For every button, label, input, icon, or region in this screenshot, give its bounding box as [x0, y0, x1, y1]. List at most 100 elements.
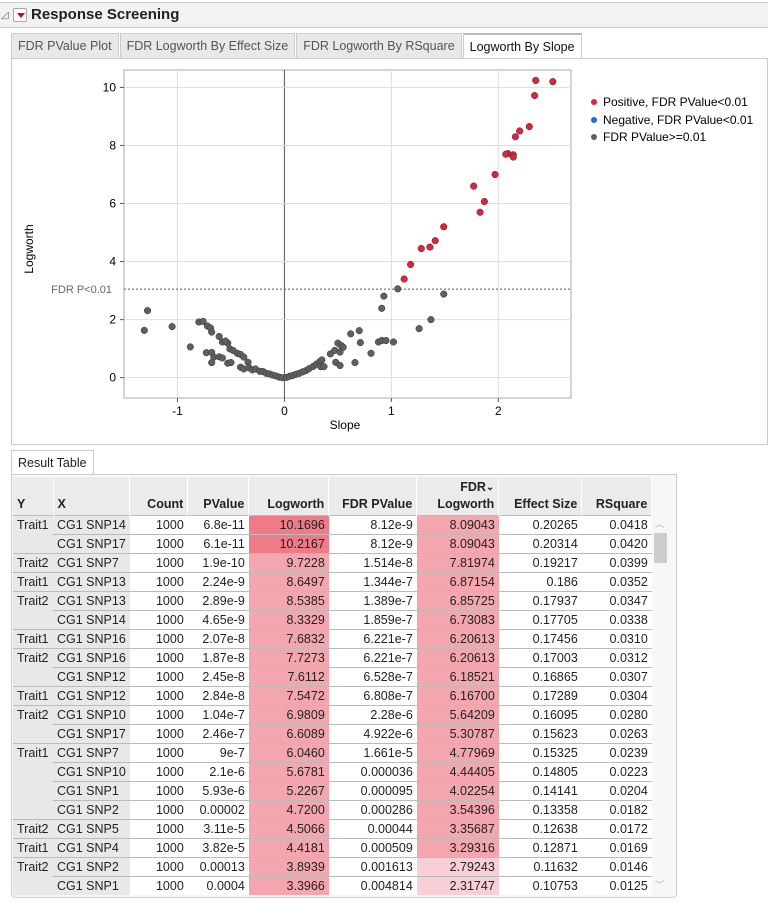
table-row[interactable]: CG1 SNP1 1000 0.0004 3.3966 0.004814 2.31747 0… [13, 875, 652, 895]
table-row[interactable]: Trait2 CG1 SNP2 1000 0.00013 3.8939 0.001613 2… [13, 856, 652, 876]
data-point[interactable] [208, 328, 216, 336]
table-row[interactable]: Trait1 CG1 SNP14 1000 6.8e-11 10.1696 8.12e-9… [13, 514, 652, 534]
table-row[interactable]: CG1 SNP14 1000 4.65e-9 8.3329 1.859e-7 6.7308… [13, 609, 652, 629]
tab-fdr-logworth-by-effect-size[interactable]: FDR Logworth By Effect Size [119, 33, 296, 59]
table-row[interactable]: Trait1 CG1 SNP4 1000 3.82e-5 4.4181 0.000509 3… [13, 837, 652, 857]
data-point[interactable] [215, 332, 223, 341]
data-point[interactable] [320, 363, 328, 371]
table-row[interactable]: Trait1 CG1 SNP7 1000 9e-7 6.0460 1.661e-5 4.77… [13, 742, 652, 762]
data-point[interactable] [347, 330, 355, 338]
data-point[interactable] [378, 304, 386, 312]
data-point[interactable] [208, 359, 216, 367]
data-point[interactable] [380, 292, 388, 300]
data-point[interactable] [355, 327, 363, 335]
data-point[interactable] [140, 326, 148, 334]
data-point[interactable] [394, 285, 402, 293]
data-point[interactable] [440, 223, 448, 231]
data-point[interactable] [491, 170, 499, 179]
tab-result-table[interactable]: Result Table [11, 450, 94, 475]
data-point[interactable] [336, 361, 344, 370]
table-row[interactable]: CG1 SNP12 1000 2.45e-8 7.6112 6.528e-7 6.1852… [13, 666, 652, 686]
tab-fdr-logworth-by-rsquare[interactable]: FDR Logworth By RSquare [296, 33, 462, 59]
table-row[interactable]: Trait2 CG1 SNP5 1000 3.11e-5 4.5066 0.00044 3.… [13, 818, 652, 838]
column-header-effect-size[interactable]: Effect Size [498, 477, 583, 515]
data-point[interactable] [168, 323, 176, 331]
data-point[interactable] [222, 337, 230, 345]
data-point[interactable] [502, 150, 510, 158]
data-point[interactable] [549, 78, 557, 86]
scroll-down-icon[interactable]: ﹀ [655, 881, 665, 891]
data-point[interactable] [227, 359, 235, 367]
header-line1: FDR [460, 479, 486, 494]
data-point[interactable] [440, 290, 448, 298]
data-point[interactable] [336, 348, 344, 356]
data-point[interactable] [318, 356, 326, 364]
data-point[interactable] [509, 153, 517, 161]
x-cell: CG1 SNP4 [53, 837, 130, 857]
table-row[interactable]: Trait1 CG1 SNP13 1000 2.24e-9 8.6497 1.344e-7… [13, 571, 652, 591]
data-point[interactable] [389, 338, 398, 346]
logworth-cell: 8.5385 [248, 590, 329, 610]
scroll-up-icon[interactable]: ︿ [655, 520, 665, 530]
data-point[interactable] [415, 325, 423, 333]
data-point[interactable] [339, 343, 347, 351]
data-point[interactable] [532, 76, 540, 84]
tab-fdr-pvalue-plot[interactable]: FDR PValue Plot [11, 33, 119, 59]
data-point[interactable] [511, 133, 519, 141]
data-point[interactable] [218, 354, 226, 362]
data-point[interactable] [143, 307, 152, 315]
column-header-logworth[interactable]: Logworth [248, 477, 330, 515]
data-point[interactable] [199, 317, 207, 325]
data-point[interactable] [417, 244, 425, 253]
fdr-logworth-cell: 8.09043 [416, 533, 499, 553]
column-header-fdr-pvalue[interactable]: FDR PValue [328, 477, 418, 515]
data-point[interactable] [407, 260, 415, 269]
column-header-y[interactable]: Y [13, 477, 54, 515]
fdr-logworth-cell: 3.35687 [416, 818, 499, 838]
data-point[interactable] [367, 349, 375, 357]
data-point[interactable] [356, 339, 364, 347]
fdr-logworth-cell: 4.77969 [416, 742, 499, 762]
fdr-logworth-cell: 6.18521 [416, 666, 499, 686]
table-scrollbar[interactable]: ︿ ﹀ [652, 515, 668, 893]
table-row[interactable]: Trait1 CG1 SNP16 1000 2.07e-8 7.6832 6.221e-7… [13, 628, 652, 648]
data-point[interactable] [480, 197, 488, 206]
effect-size-cell: 0.12638 [498, 818, 582, 838]
column-header-fdr-logworth[interactable]: FDR⌄ Logworth [416, 477, 500, 515]
y-cell: Trait2 [13, 704, 53, 724]
table-row[interactable]: CG1 SNP10 1000 2.1e-6 5.6781 0.000036 4.44405… [13, 761, 652, 781]
data-point[interactable] [525, 123, 533, 131]
table-row[interactable]: CG1 SNP2 1000 0.00002 4.7200 0.000286 3.54396… [13, 799, 652, 819]
column-header-rsquare[interactable]: RSquare [581, 477, 653, 515]
red-triangle-menu-icon[interactable] [13, 8, 27, 22]
data-point[interactable] [470, 182, 478, 190]
data-point[interactable] [382, 336, 390, 345]
table-row[interactable]: Trait2 CG1 SNP13 1000 2.89e-9 8.5385 1.389e-7… [13, 590, 652, 610]
tab-logworth-by-slope[interactable]: Logworth By Slope [462, 33, 582, 59]
data-point[interactable] [186, 343, 194, 351]
data-point[interactable] [431, 237, 439, 245]
column-header-count[interactable]: Count [129, 477, 189, 515]
table-row[interactable]: CG1 SNP1 1000 5.93e-6 5.2267 0.000095 4.02254… [13, 780, 652, 800]
table-row[interactable]: Trait2 CG1 SNP10 1000 1.04e-7 6.9809 2.28e-6 5… [13, 704, 652, 724]
data-point[interactable] [476, 208, 484, 216]
count-cell: 1000 [129, 856, 188, 876]
collapse-triangle-icon[interactable]: ◿ [1, 10, 9, 21]
table-row[interactable]: Trait2 CG1 SNP7 1000 1.9e-10 9.7228 1.514e-8 7… [13, 552, 652, 572]
table-row[interactable]: CG1 SNP17 1000 6.1e-11 10.2167 8.12e-9 8.0904… [13, 533, 652, 553]
table-row[interactable]: CG1 SNP17 1000 2.46e-7 6.6089 4.922e-6 5.3078… [13, 723, 652, 743]
sort-descending-icon[interactable]: ⌄ [485, 481, 495, 493]
table-row[interactable]: Trait1 CG1 SNP12 1000 2.84e-8 7.5472 6.808e-7… [13, 685, 652, 705]
table-row[interactable]: Trait2 CG1 SNP16 1000 1.87e-8 7.7273 6.221e-7… [13, 647, 652, 667]
column-header-x[interactable]: X [53, 477, 131, 515]
y-cell [13, 800, 53, 819]
column-header-pvalue[interactable]: PValue [187, 477, 250, 515]
data-point[interactable] [516, 127, 524, 135]
data-point[interactable] [531, 91, 539, 100]
data-point[interactable] [426, 243, 434, 251]
data-point[interactable] [400, 275, 408, 283]
data-point[interactable] [240, 353, 248, 361]
data-point[interactable] [427, 316, 435, 324]
data-point[interactable] [351, 359, 359, 367]
scrollbar-thumb[interactable] [654, 533, 667, 563]
